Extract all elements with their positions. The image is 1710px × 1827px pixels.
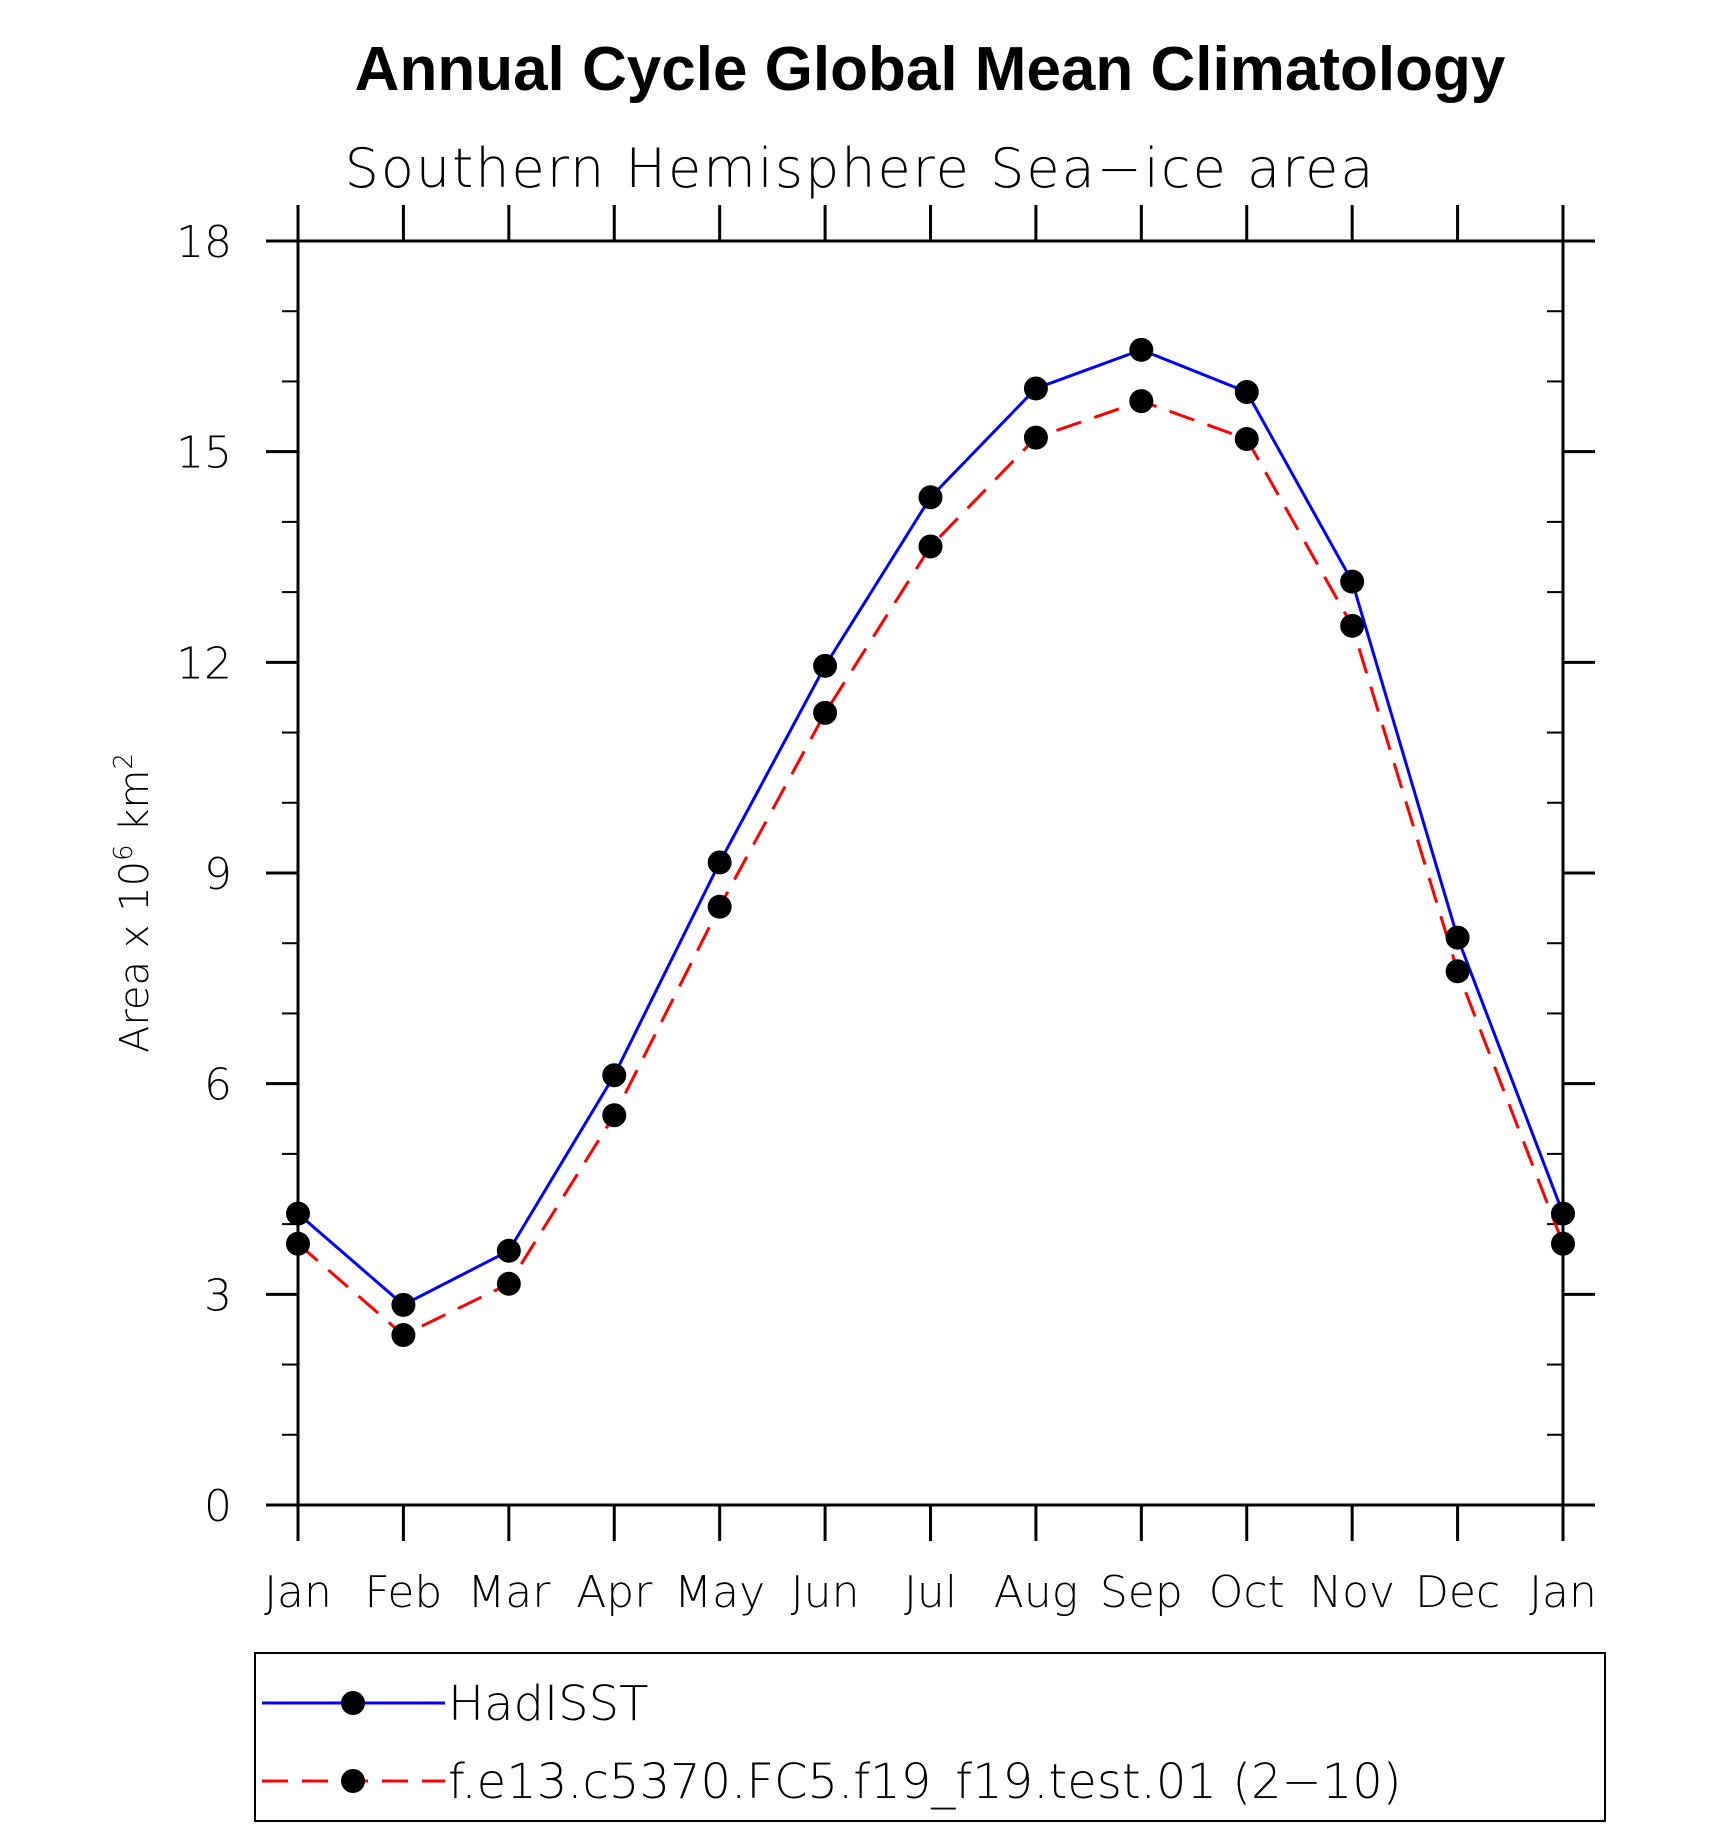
series-2-point (602, 1103, 627, 1128)
series-1-point (391, 1292, 416, 1317)
y-axis-title: Area x 106 km2 (109, 753, 158, 1053)
legend-label-2: f.e13.c5370.FC5.f19_f19.test.01 (2−10) (448, 1754, 1402, 1810)
y-tick-label: 3 (204, 1270, 232, 1321)
y-axis-label-unit: km (112, 770, 158, 845)
svg-text:Area x 106 km2: Area x 106 km2 (109, 753, 158, 1053)
series-1-point (1445, 925, 1470, 950)
x-tick-label: Aug (994, 1567, 1078, 1618)
x-tick-label: Apr (576, 1567, 653, 1618)
x-tick-label: Feb (364, 1567, 442, 1618)
series-1-point (1340, 569, 1365, 594)
legend: HadISST f.e13.c5370.FC5.f19_f19.test.01 (… (254, 1652, 1606, 1822)
series-1-point (707, 850, 732, 875)
series-2-point (1234, 427, 1259, 452)
series-2-point (707, 894, 732, 919)
x-tick-label: Sep (1100, 1567, 1183, 1618)
series-2-point (1340, 613, 1365, 638)
legend-marker-2 (341, 1769, 365, 1793)
x-tick-label: Mar (467, 1567, 551, 1618)
series-2-point (391, 1323, 416, 1348)
y-tick-label: 18 (176, 217, 232, 268)
series-1-point (1023, 376, 1048, 401)
y-axis-label-unit-exponent: 2 (109, 753, 139, 770)
y-axis-label: Area x 10 (112, 861, 158, 1053)
y-tick-label: 15 (176, 428, 232, 479)
series-2-point (918, 534, 943, 559)
y-tick-label: 6 (204, 1060, 232, 1111)
legend-box (254, 1652, 1606, 1822)
legend-label-1: HadISST (448, 1676, 648, 1732)
x-tick-label: Nov (1309, 1567, 1395, 1618)
x-tick-label: Oct (1209, 1567, 1285, 1618)
tick-labels: Jan Feb Mar Apr May Jun Jul Aug Sep Oct Nov Dec Jan 0… (176, 217, 1597, 1618)
x-tick-label: Jul (904, 1567, 957, 1618)
series-markers (286, 337, 1575, 1348)
y-tick-label: 0 (204, 1481, 232, 1532)
series-1-point (1234, 379, 1259, 404)
chart-title: Annual Cycle Global Mean Climatology (355, 35, 1506, 104)
chart-subtitle: Southern Hemisphere Sea−ice area (345, 137, 1376, 200)
series-1-point (918, 485, 943, 510)
plot-frame (296, 239, 1565, 1507)
axis-ticks (266, 205, 1595, 1541)
x-tick-label: Jun (791, 1567, 860, 1618)
series-2-point (1023, 425, 1048, 450)
legend-marker-1 (341, 1691, 365, 1715)
series-1-point (1129, 337, 1154, 362)
series-1-point (602, 1063, 627, 1088)
x-tick-label: May (674, 1567, 765, 1618)
y-tick-label: 9 (204, 849, 232, 900)
series-2-point (1445, 959, 1470, 984)
series-1-point (813, 653, 838, 678)
x-tick-label: Jan (264, 1567, 332, 1618)
series-1-point (496, 1238, 521, 1263)
series-2-point (496, 1271, 521, 1296)
series-2-point (1129, 389, 1154, 414)
x-tick-label: Dec (1415, 1567, 1500, 1618)
y-tick-label: 12 (176, 638, 232, 689)
y-axis-label-exponent: 6 (109, 844, 139, 861)
x-tick-label: Jan (1529, 1567, 1597, 1618)
series-2-point (813, 700, 838, 725)
